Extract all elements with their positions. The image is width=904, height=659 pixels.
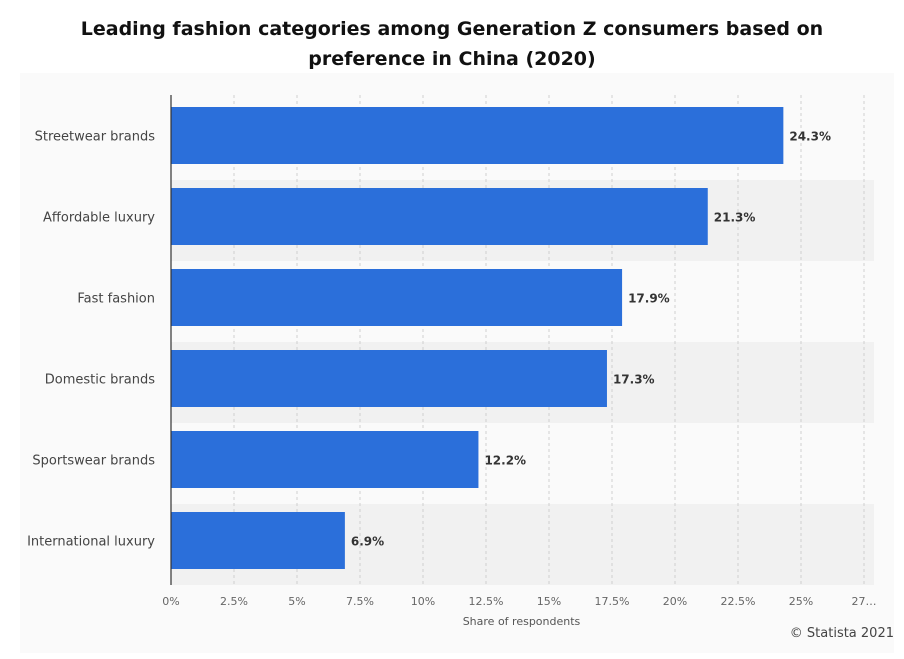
x-tick-label: 10% [411, 595, 435, 608]
statista-credit: © Statista 2021 [789, 626, 894, 641]
x-tick-label: 12.5% [469, 595, 504, 608]
chart-title: Leading fashion categories among Generat… [80, 18, 824, 70]
data-label: 6.9% [351, 535, 384, 549]
bar [171, 269, 623, 326]
x-tick-label: 20% [663, 595, 687, 608]
x-tick-label: 22.5% [721, 595, 756, 608]
x-tick-label: 17.5% [595, 595, 630, 608]
x-tick-label: 0% [162, 595, 179, 608]
data-label: 24.3% [789, 130, 831, 144]
x-tick-label: 2.5% [220, 595, 248, 608]
category-label: International luxury [27, 535, 155, 550]
category-label: Sportswear brands [32, 454, 155, 469]
category-label: Domestic brands [45, 373, 155, 388]
x-tick-label: 15% [537, 595, 561, 608]
x-tick-label: 7.5% [346, 595, 374, 608]
category-label: Streetwear brands [35, 130, 156, 145]
category-label: Fast fashion [77, 292, 155, 307]
data-label: 21.3% [714, 211, 756, 225]
data-label: 12.2% [484, 454, 526, 468]
x-tick-label: 27… [852, 595, 877, 608]
bar [171, 431, 479, 488]
bar [171, 107, 784, 164]
x-tick-label: 5% [288, 595, 305, 608]
data-label: 17.3% [613, 373, 655, 387]
bar [171, 350, 607, 407]
x-tick-label: 25% [789, 595, 813, 608]
bar [171, 512, 345, 569]
x-axis-title: Share of respondents [463, 615, 581, 628]
bar [171, 188, 708, 245]
category-label: Affordable luxury [43, 211, 155, 226]
data-label: 17.9% [628, 292, 670, 306]
